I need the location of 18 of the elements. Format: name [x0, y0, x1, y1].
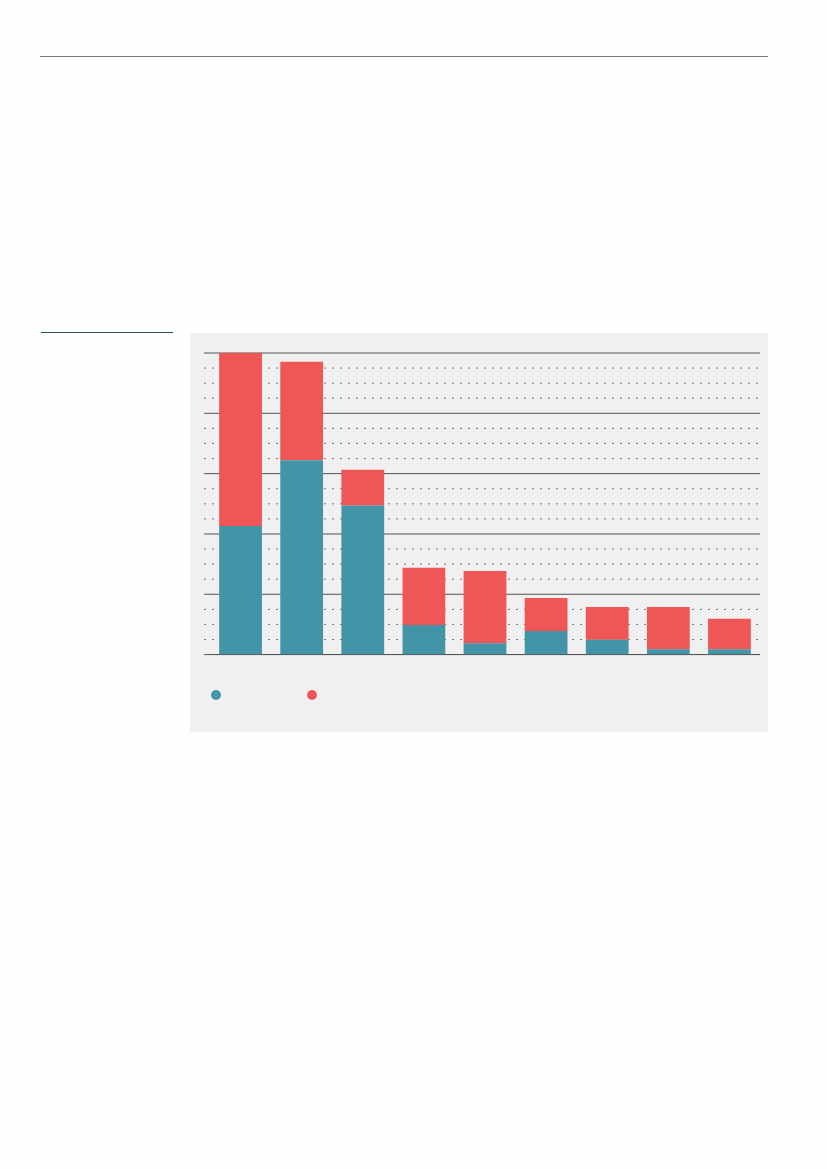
bar — [219, 353, 262, 527]
bar — [219, 526, 262, 655]
bar — [463, 643, 507, 655]
bar — [708, 649, 751, 655]
bar — [708, 618, 751, 650]
bar — [524, 597, 568, 632]
bar — [524, 631, 568, 655]
bar — [646, 606, 690, 650]
bar — [463, 571, 507, 644]
bar — [280, 361, 324, 461]
bar — [280, 460, 324, 655]
bar — [341, 469, 385, 506]
bar — [341, 505, 385, 655]
bar — [402, 567, 446, 626]
bar — [585, 606, 629, 640]
bar — [585, 639, 629, 655]
bar — [402, 625, 446, 655]
bar — [646, 649, 690, 655]
